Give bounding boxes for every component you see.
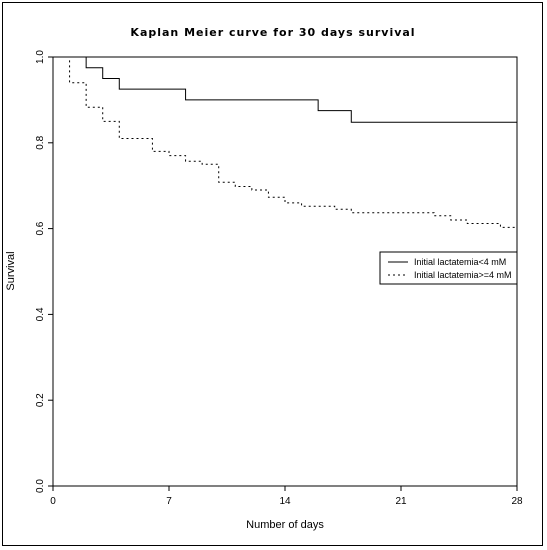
series-layer bbox=[53, 56, 517, 228]
x-tick-label: 28 bbox=[511, 496, 523, 507]
x-tick-label: 0 bbox=[50, 496, 56, 507]
y-tick-label: 1.0 bbox=[35, 50, 46, 64]
legend: Initial lactatemia<4 mM Initial lactatem… bbox=[379, 251, 518, 285]
y-tick-label: 0.4 bbox=[35, 307, 46, 321]
x-tick-label: 14 bbox=[279, 496, 291, 507]
x-tick-label: 21 bbox=[395, 496, 407, 507]
axes: 0 7 14 21 28 0.0 0.2 0.4 0.6 0.8 1.0 bbox=[35, 50, 523, 507]
y-tick-label: 0.8 bbox=[35, 135, 46, 149]
survival-curve-series-2 bbox=[53, 56, 517, 228]
y-axis-label: Survival bbox=[5, 251, 17, 290]
x-axis-label: Number of days bbox=[246, 519, 324, 531]
legend-label-series-1: Initial lactatemia<4 mM bbox=[414, 257, 506, 267]
chart-title: Kaplan Meier curve for 30 days survival bbox=[130, 26, 415, 39]
legend-label-series-2: Initial lactatemia>=4 mM bbox=[414, 270, 512, 280]
y-tick-label: 0.0 bbox=[35, 479, 46, 493]
legend-box bbox=[379, 251, 518, 285]
survival-curve-series-1 bbox=[53, 56, 517, 123]
x-tick-label: 7 bbox=[166, 496, 172, 507]
y-tick-label: 0.2 bbox=[35, 393, 46, 407]
y-tick-label: 0.6 bbox=[35, 221, 46, 235]
